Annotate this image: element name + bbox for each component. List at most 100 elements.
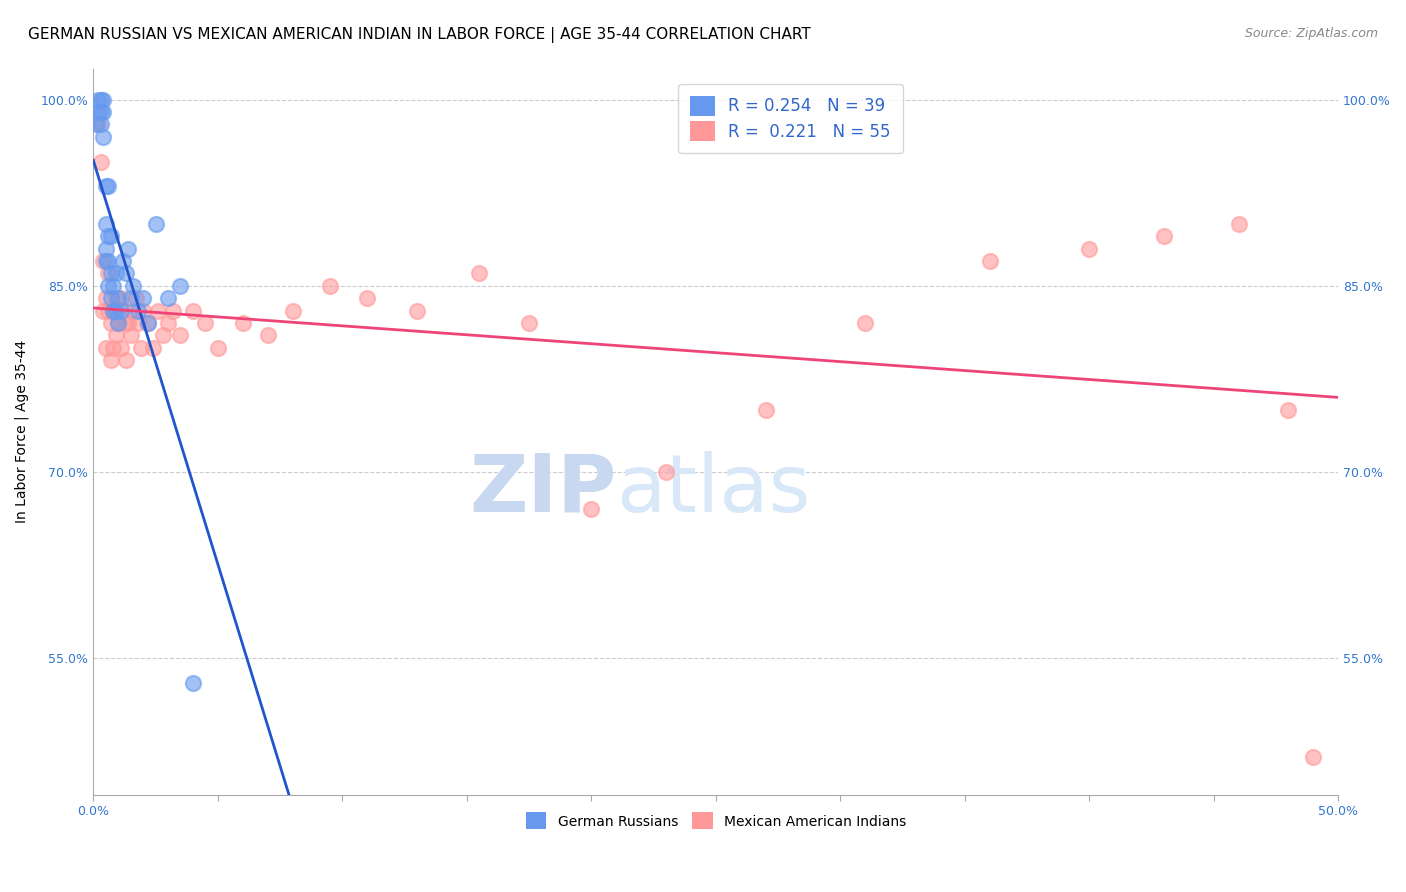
Point	[114, 316, 136, 330]
Point	[120, 328, 142, 343]
Point	[1227, 217, 1250, 231]
Point	[281, 303, 304, 318]
Point	[94, 242, 117, 256]
Point	[122, 278, 145, 293]
Point	[91, 93, 114, 107]
Point	[100, 229, 122, 244]
Point	[104, 266, 127, 280]
Point	[117, 316, 139, 330]
Point	[122, 303, 145, 318]
Point	[87, 93, 110, 107]
Point	[468, 266, 491, 280]
Point	[132, 291, 155, 305]
Point	[103, 303, 125, 318]
Point	[169, 328, 191, 343]
Point	[581, 502, 603, 516]
Point	[104, 291, 127, 305]
Point	[356, 291, 378, 305]
Text: Source: ZipAtlas.com: Source: ZipAtlas.com	[1244, 27, 1378, 40]
Point	[124, 291, 146, 305]
Point	[114, 353, 136, 368]
Point	[90, 105, 112, 120]
Point	[97, 254, 120, 268]
Point	[91, 129, 114, 144]
Point	[110, 341, 132, 355]
Point	[132, 303, 155, 318]
Point	[853, 316, 876, 330]
Point	[120, 291, 142, 305]
Y-axis label: In Labor Force | Age 35-44: In Labor Force | Age 35-44	[15, 340, 30, 524]
Point	[100, 316, 122, 330]
Point	[517, 316, 540, 330]
Point	[104, 328, 127, 343]
Point	[91, 254, 114, 268]
Point	[91, 303, 114, 318]
Text: ZIP: ZIP	[470, 450, 616, 529]
Point	[256, 328, 278, 343]
Point	[87, 105, 110, 120]
Point	[97, 303, 120, 318]
Point	[90, 117, 112, 131]
Point	[97, 179, 120, 194]
Point	[90, 93, 112, 107]
Point	[169, 278, 191, 293]
Point	[162, 303, 184, 318]
Point	[94, 254, 117, 268]
Point	[1302, 750, 1324, 764]
Point	[117, 242, 139, 256]
Point	[979, 254, 1001, 268]
Point	[94, 217, 117, 231]
Point	[97, 278, 120, 293]
Point	[152, 328, 174, 343]
Point	[112, 303, 135, 318]
Point	[97, 229, 120, 244]
Point	[136, 316, 159, 330]
Point	[232, 316, 254, 330]
Point	[181, 676, 204, 690]
Point	[94, 341, 117, 355]
Point	[1277, 403, 1299, 417]
Point	[100, 266, 122, 280]
Point	[655, 465, 678, 479]
Point	[100, 291, 122, 305]
Point	[94, 291, 117, 305]
Point	[110, 291, 132, 305]
Point	[90, 154, 112, 169]
Point	[755, 403, 778, 417]
Point	[142, 341, 165, 355]
Point	[129, 341, 152, 355]
Point	[207, 341, 229, 355]
Point	[91, 105, 114, 120]
Point	[127, 316, 149, 330]
Point	[107, 291, 129, 305]
Point	[194, 316, 217, 330]
Point	[114, 266, 136, 280]
Point	[107, 316, 129, 330]
Point	[136, 316, 159, 330]
Point	[84, 117, 107, 131]
Point	[100, 353, 122, 368]
Point	[145, 217, 167, 231]
Point	[107, 316, 129, 330]
Point	[146, 303, 169, 318]
Legend: German Russians, Mexican American Indians: German Russians, Mexican American Indian…	[520, 807, 911, 835]
Text: atlas: atlas	[616, 450, 811, 529]
Point	[103, 341, 125, 355]
Text: GERMAN RUSSIAN VS MEXICAN AMERICAN INDIAN IN LABOR FORCE | AGE 35-44 CORRELATION: GERMAN RUSSIAN VS MEXICAN AMERICAN INDIA…	[28, 27, 811, 43]
Point	[127, 303, 149, 318]
Point	[97, 266, 120, 280]
Point	[112, 254, 135, 268]
Point	[1153, 229, 1175, 244]
Point	[157, 291, 180, 305]
Point	[110, 303, 132, 318]
Point	[181, 303, 204, 318]
Point	[87, 117, 110, 131]
Point	[157, 316, 180, 330]
Point	[94, 179, 117, 194]
Point	[1078, 242, 1101, 256]
Point	[103, 303, 125, 318]
Point	[103, 278, 125, 293]
Point	[319, 278, 342, 293]
Point	[406, 303, 429, 318]
Point	[104, 303, 127, 318]
